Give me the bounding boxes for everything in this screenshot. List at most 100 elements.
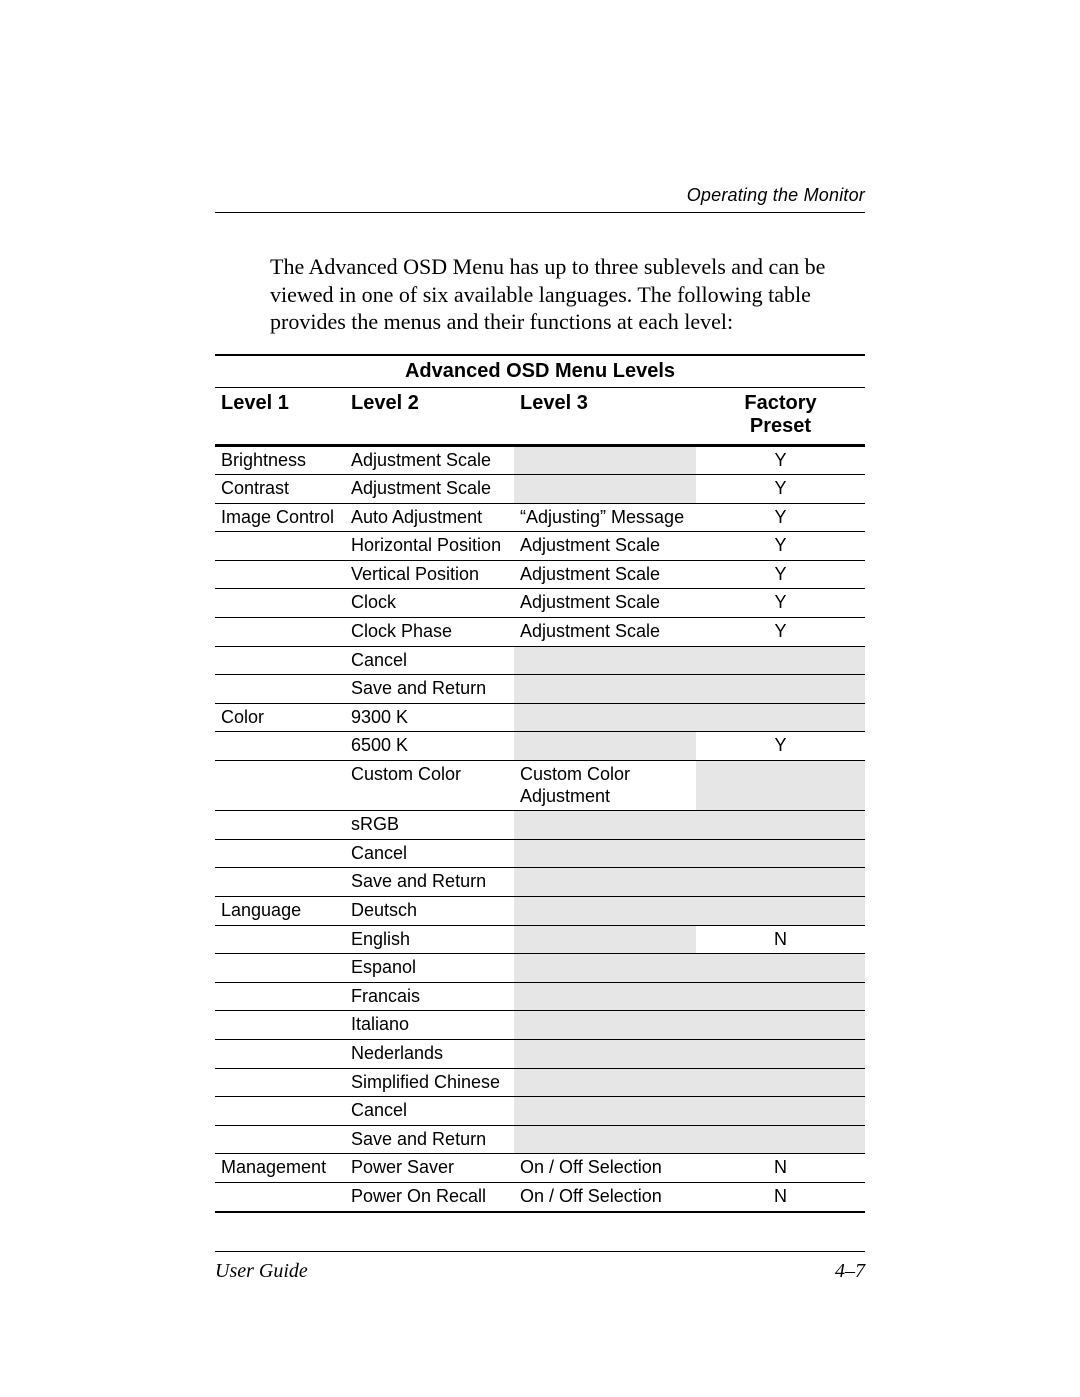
cell-factory-preset: Y xyxy=(696,732,865,761)
cell-level1 xyxy=(215,1097,345,1126)
cell-level1: Contrast xyxy=(215,475,345,504)
cell-level2: Power Saver xyxy=(345,1154,514,1183)
cell-factory-preset xyxy=(696,1068,865,1097)
cell-level3: On / Off Selection xyxy=(514,1182,696,1211)
table-row: EnglishN xyxy=(215,925,865,954)
cell-factory-preset xyxy=(696,1097,865,1126)
cell-level2: Power On Recall xyxy=(345,1182,514,1211)
cell-level3 xyxy=(514,1011,696,1040)
cell-level2: Horizontal Position xyxy=(345,532,514,561)
cell-level3 xyxy=(514,811,696,840)
cell-factory-preset xyxy=(696,897,865,926)
cell-factory-preset xyxy=(696,1039,865,1068)
cell-level1 xyxy=(215,954,345,983)
cell-level3: “Adjusting” Message xyxy=(514,503,696,532)
col-header-level3: Level 3 xyxy=(514,387,696,445)
cell-factory-preset: Y xyxy=(696,560,865,589)
col-header-preset: Preset xyxy=(750,415,811,437)
cell-level3 xyxy=(514,1039,696,1068)
cell-level1 xyxy=(215,868,345,897)
cell-factory-preset: Y xyxy=(696,475,865,504)
table-row: Color9300 K xyxy=(215,703,865,732)
cell-level1 xyxy=(215,1125,345,1154)
cell-factory-preset: Y xyxy=(696,445,865,475)
table-title-row: Advanced OSD Menu Levels xyxy=(215,355,865,388)
cell-level3 xyxy=(514,839,696,868)
col-header-level1: Level 1 xyxy=(215,387,345,445)
cell-factory-preset: Y xyxy=(696,589,865,618)
cell-level3 xyxy=(514,897,696,926)
table-row: Cancel xyxy=(215,1097,865,1126)
cell-factory-preset: N xyxy=(696,1154,865,1183)
cell-level2: English xyxy=(345,925,514,954)
cell-level1 xyxy=(215,839,345,868)
table-row: Italiano xyxy=(215,1011,865,1040)
table-body: BrightnessAdjustment ScaleYContrastAdjus… xyxy=(215,445,865,1212)
cell-level1 xyxy=(215,618,345,647)
cell-level2: Deutsch xyxy=(345,897,514,926)
cell-level2: Save and Return xyxy=(345,675,514,704)
cell-level1 xyxy=(215,646,345,675)
page-footer: User Guide 4–7 xyxy=(215,1251,865,1283)
col-header-factory-preset: Factory Preset xyxy=(696,387,865,445)
table-row: Custom ColorCustom Color Adjustment xyxy=(215,761,865,811)
cell-level3 xyxy=(514,1125,696,1154)
table-row: ClockAdjustment ScaleY xyxy=(215,589,865,618)
table-title: Advanced OSD Menu Levels xyxy=(215,355,865,388)
cell-level1 xyxy=(215,560,345,589)
table-row: Espanol xyxy=(215,954,865,983)
cell-level1 xyxy=(215,982,345,1011)
cell-level1 xyxy=(215,675,345,704)
cell-level2: Vertical Position xyxy=(345,560,514,589)
cell-level1 xyxy=(215,732,345,761)
cell-level1: Image Control xyxy=(215,503,345,532)
cell-level2: Auto Adjustment xyxy=(345,503,514,532)
footer-right: 4–7 xyxy=(835,1260,865,1283)
table-row: Save and Return xyxy=(215,675,865,704)
cell-level3 xyxy=(514,954,696,983)
cell-factory-preset xyxy=(696,675,865,704)
cell-level2: Adjustment Scale xyxy=(345,475,514,504)
table-row: Save and Return xyxy=(215,868,865,897)
cell-level2: Simplified Chinese xyxy=(345,1068,514,1097)
cell-factory-preset: Y xyxy=(696,503,865,532)
cell-level1 xyxy=(215,1011,345,1040)
cell-level1: Color xyxy=(215,703,345,732)
table-row: BrightnessAdjustment ScaleY xyxy=(215,445,865,475)
table-row: 6500 K Y xyxy=(215,732,865,761)
cell-factory-preset xyxy=(696,646,865,675)
page: Operating the Monitor The Advanced OSD M… xyxy=(0,0,1080,1397)
cell-level3 xyxy=(514,703,696,732)
cell-level3 xyxy=(514,646,696,675)
cell-level3 xyxy=(514,868,696,897)
table-row: Simplified Chinese xyxy=(215,1068,865,1097)
cell-level1: Management xyxy=(215,1154,345,1183)
cell-level3 xyxy=(514,475,696,504)
header-rule xyxy=(215,212,865,213)
cell-level2: Clock Phase xyxy=(345,618,514,647)
table-row: Nederlands xyxy=(215,1039,865,1068)
cell-factory-preset: Y xyxy=(696,618,865,647)
table-row: Image ControlAuto Adjustment“Adjusting” … xyxy=(215,503,865,532)
cell-level3 xyxy=(514,982,696,1011)
table-row: Francais xyxy=(215,982,865,1011)
cell-level2: Clock xyxy=(345,589,514,618)
cell-factory-preset xyxy=(696,1125,865,1154)
cell-level3: Custom Color Adjustment xyxy=(514,761,696,811)
intro-paragraph: The Advanced OSD Menu has up to three su… xyxy=(270,253,865,336)
cell-factory-preset: N xyxy=(696,1182,865,1211)
cell-factory-preset xyxy=(696,839,865,868)
table-row: Cancel xyxy=(215,839,865,868)
cell-level3 xyxy=(514,1068,696,1097)
cell-level1 xyxy=(215,532,345,561)
cell-factory-preset xyxy=(696,811,865,840)
table-row: sRGB xyxy=(215,811,865,840)
cell-level3: On / Off Selection xyxy=(514,1154,696,1183)
cell-level2: 6500 K xyxy=(345,732,514,761)
cell-level2: Save and Return xyxy=(345,868,514,897)
col-header-factory: Factory xyxy=(744,392,816,414)
cell-factory-preset xyxy=(696,761,865,811)
table-row: Horizontal PositionAdjustment ScaleY xyxy=(215,532,865,561)
footer-left: User Guide xyxy=(215,1260,308,1283)
table-row: Cancel xyxy=(215,646,865,675)
